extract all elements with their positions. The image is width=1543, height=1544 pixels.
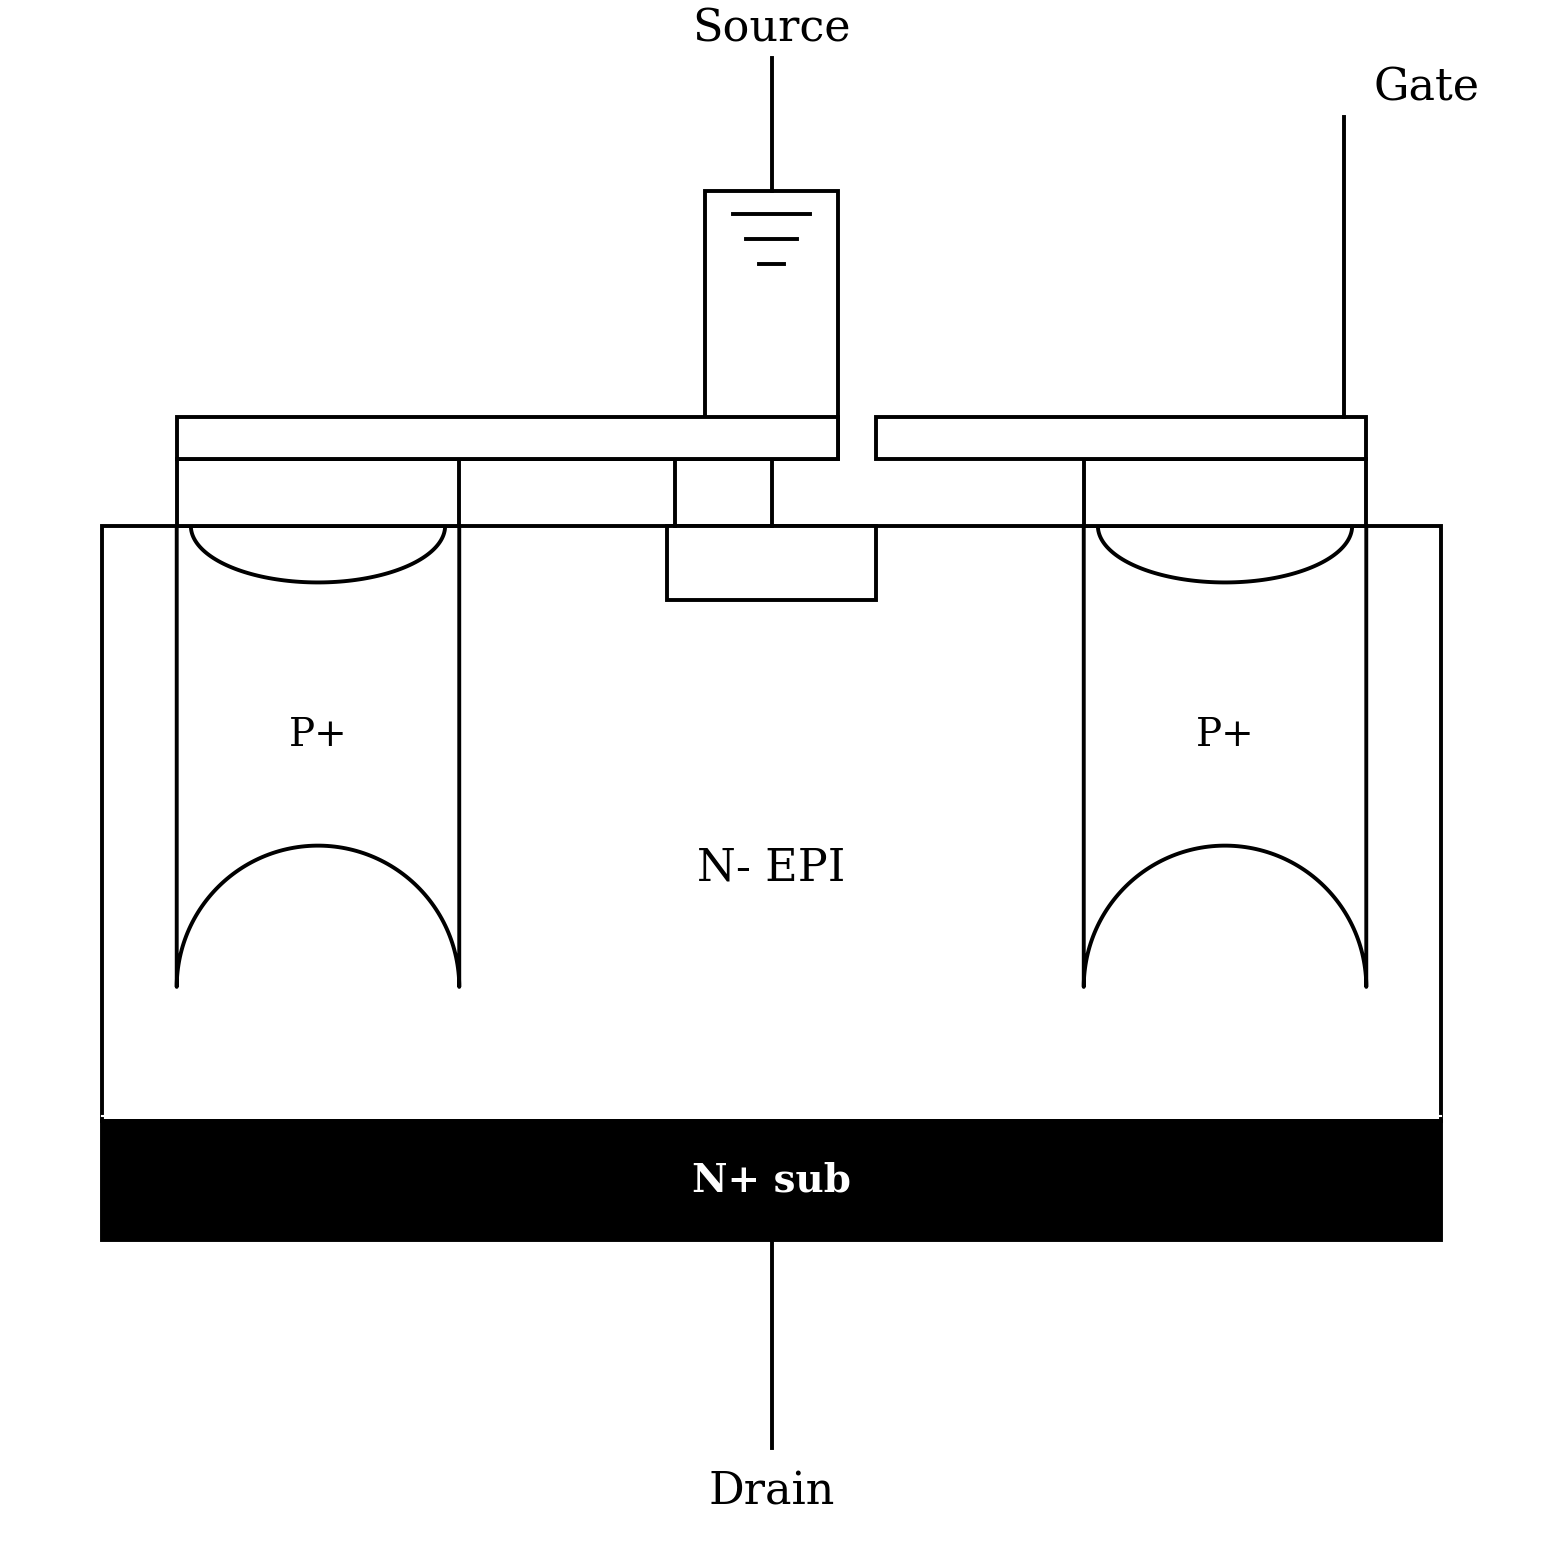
- Bar: [102, 527, 1441, 1121]
- Text: Drain: Drain: [708, 1470, 835, 1513]
- Text: N- EPI: N- EPI: [697, 846, 846, 889]
- Text: P+: P+: [1196, 716, 1254, 753]
- Bar: [1083, 459, 1366, 527]
- Text: Source: Source: [693, 6, 850, 49]
- Bar: [177, 459, 460, 527]
- Bar: [875, 417, 1366, 459]
- Text: Gate: Gate: [1373, 66, 1480, 110]
- Text: P+: P+: [289, 716, 347, 753]
- Bar: [705, 191, 838, 459]
- Text: N+ sub: N+ sub: [693, 1161, 850, 1200]
- Bar: [102, 1121, 1441, 1240]
- Text: N+: N+: [742, 547, 801, 579]
- Bar: [177, 417, 838, 459]
- Bar: [668, 527, 875, 601]
